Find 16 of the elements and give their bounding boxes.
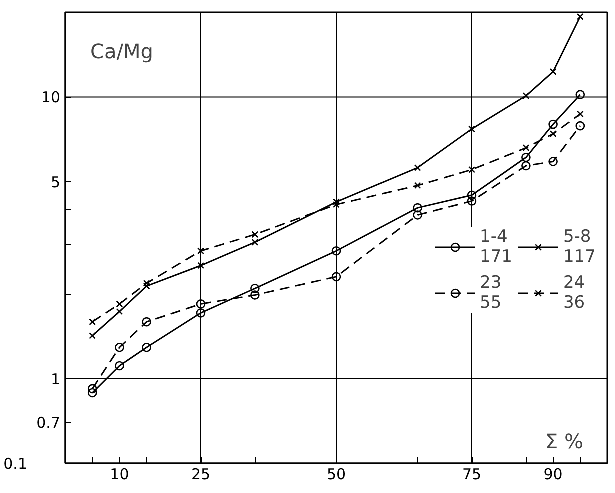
y-tick-label: 10 [41, 88, 61, 107]
x-tick-label: 75 [462, 466, 482, 484]
legend-label: 5-8 117 [563, 227, 596, 267]
y-tick-label: 1 [50, 370, 61, 388]
text: 0.1 [4, 455, 28, 473]
y-axis-title: Ca/Mg [90, 40, 154, 64]
legend-label: 23 55 [480, 273, 502, 313]
y-tick-label: 5 [50, 173, 61, 192]
x-axis-title: Σ % [546, 430, 584, 454]
y-tick-label: 0.7 [36, 414, 61, 432]
legend-label: 24 36 [563, 273, 586, 313]
x-tick-label: 10 [110, 466, 130, 484]
x-tick-label: 25 [191, 466, 211, 484]
legend-label: 1-4 171 [480, 227, 512, 267]
x-tick-label: 50 [326, 466, 346, 484]
x-tick-label: 90 [544, 466, 563, 484]
